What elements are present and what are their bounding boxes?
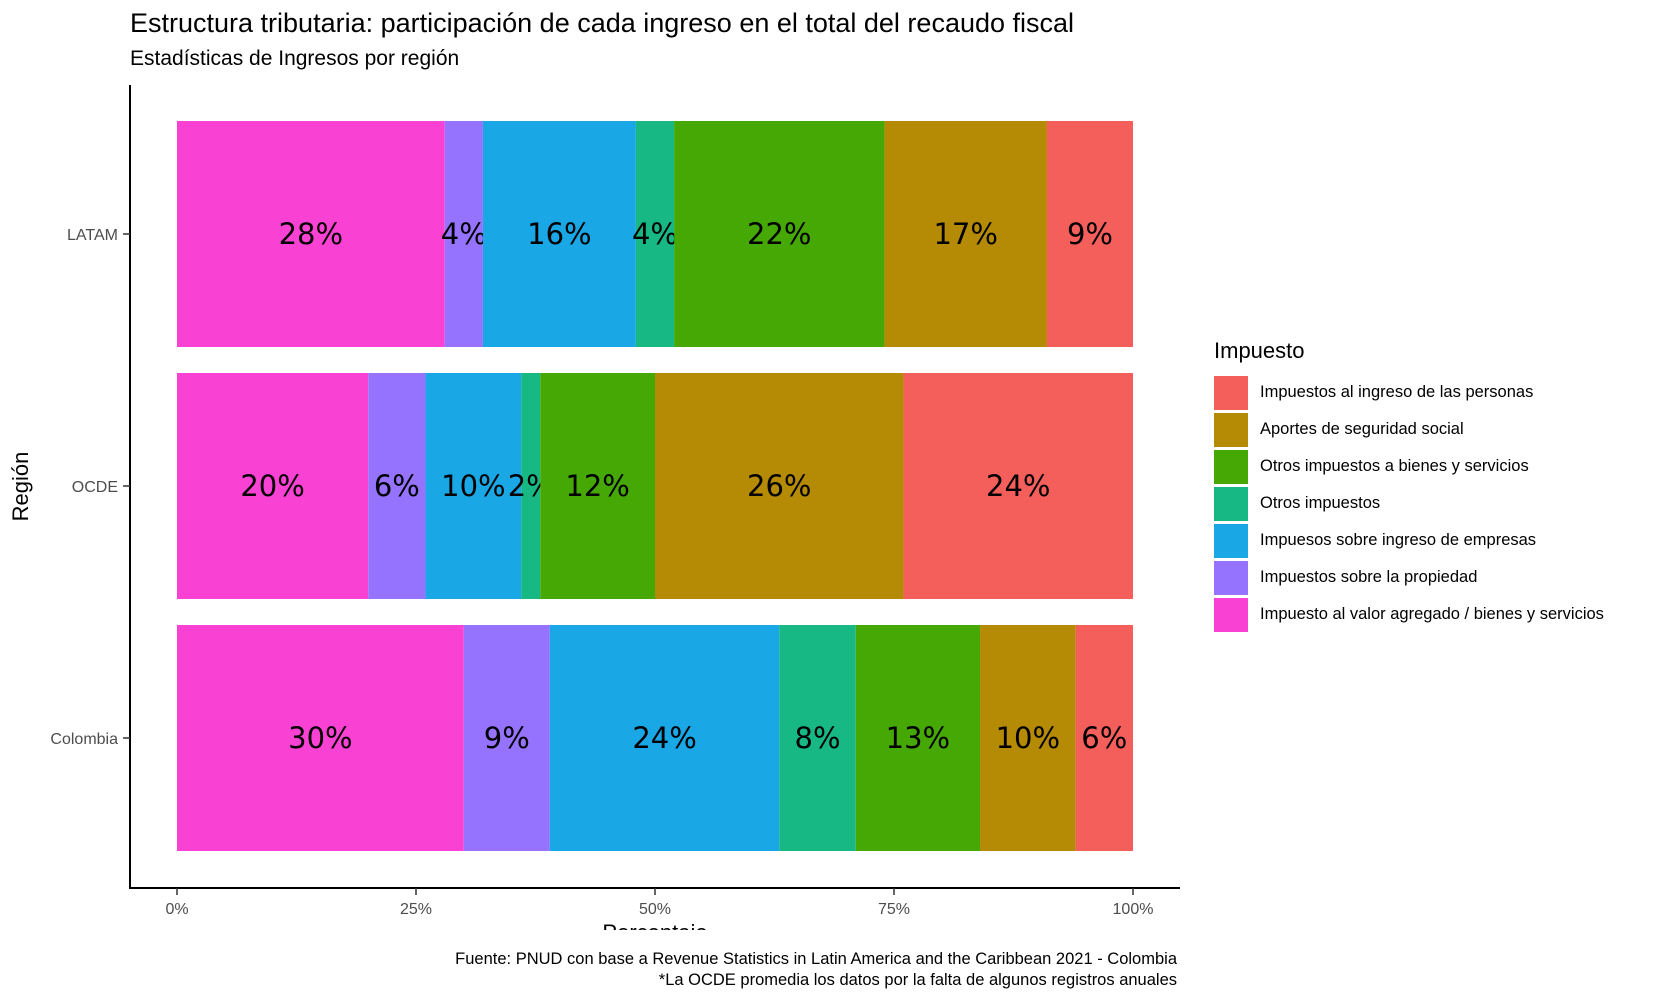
legend-item: Impuesto al valor agregado / bienes y se…	[1214, 596, 1604, 633]
legend-key	[1214, 449, 1248, 484]
bar-label-colombia-5: 10%	[996, 721, 1060, 755]
bar-label-ocde-1: 6%	[374, 469, 420, 503]
bar-colombia-5	[980, 625, 1076, 851]
legend-item: Impuestos al ingreso de las personas	[1214, 374, 1604, 411]
x-tick-label-1: 25%	[400, 901, 432, 918]
legend-label: Impuesos sobre ingreso de empresas	[1260, 531, 1537, 549]
y-tick-label-latam: LATAM	[67, 227, 118, 244]
legend-items: Impuestos al ingreso de las personas Apor…	[1214, 374, 1604, 633]
legend-label: Impuestos sobre la propiedad	[1260, 568, 1478, 586]
bar-latam-1	[444, 121, 483, 347]
caption: Fuente: PNUD con base a Revenue Statisti…	[455, 949, 1177, 991]
bar-label-latam-3: 4%	[632, 217, 678, 251]
bar-label-latam-1: 4%	[441, 217, 487, 251]
bar-latam-4	[674, 121, 885, 347]
legend-key	[1214, 560, 1248, 595]
x-tick-label-0: 0%	[165, 901, 188, 918]
bar-ocde-1	[368, 373, 426, 599]
bar-colombia-0	[177, 625, 464, 851]
bar-label-latam-0: 28%	[279, 217, 343, 251]
bar-ocde-2	[425, 373, 522, 599]
bar-latam-6	[1046, 121, 1133, 347]
bar-label-ocde-5: 26%	[747, 469, 811, 503]
bar-latam-0	[177, 121, 445, 347]
bar-ocde-3	[521, 373, 541, 599]
caption-source: Fuente: PNUD con base a Revenue Statisti…	[455, 950, 1177, 968]
y-tick-label-ocde: OCDE	[72, 479, 118, 496]
bar-label-colombia-6: 6%	[1081, 721, 1127, 755]
legend-label: Otros impuestos a bienes y servicios	[1260, 457, 1529, 475]
legend-item: Otros impuestos a bienes y servicios	[1214, 448, 1604, 485]
bar-latam-5	[884, 121, 1047, 347]
caption-note: *La OCDE promedia los datos por la falta…	[658, 971, 1177, 989]
bar-label-latam-6: 9%	[1067, 217, 1113, 251]
legend-item: Otros impuestos	[1214, 485, 1604, 522]
chart-subtitle: Estadísticas de Ingresos por región	[130, 47, 460, 70]
bar-label-colombia-3: 8%	[795, 721, 841, 755]
bar-label-latam-4: 22%	[747, 217, 811, 251]
stacked-bar-chart: 28% 4% 16% 4% 22% 17% 9%20% 6% 10% 2% 12% 26% 24%30%…	[8, 85, 1180, 930]
legend-key	[1214, 523, 1248, 558]
legend-item: Aportes de seguridad social	[1214, 411, 1604, 448]
y-axis-title: Región	[8, 452, 33, 522]
bar-label-colombia-1: 9%	[484, 721, 530, 755]
bar-ocde-4	[540, 373, 655, 599]
legend-key	[1214, 412, 1248, 447]
legend-key	[1214, 597, 1248, 632]
bar-ocde-5	[655, 373, 904, 599]
x-tick-label-2: 50%	[639, 901, 671, 918]
bar-latam-3	[635, 121, 675, 347]
bar-label-colombia-4: 13%	[886, 721, 950, 755]
legend: Impuesto Impuestos al ingreso de las per…	[1214, 338, 1604, 633]
bar-label-colombia-2: 24%	[632, 721, 696, 755]
chart-title: Estructura tributaria: participación de …	[130, 8, 1075, 38]
x-axis-title: Porcentaje	[602, 920, 707, 930]
bar-colombia-2	[549, 625, 780, 851]
bar-colombia-1	[463, 625, 550, 851]
bar-label-latam-5: 17%	[933, 217, 997, 251]
legend-label: Impuestos al ingreso de las personas	[1260, 383, 1534, 401]
bar-label-latam-2: 16%	[527, 217, 591, 251]
bar-latam-2	[482, 121, 636, 347]
legend-key	[1214, 486, 1248, 521]
x-tick-label-4: 100%	[1113, 901, 1154, 918]
bar-ocde-0	[177, 373, 369, 599]
legend-title: Impuesto	[1214, 338, 1305, 363]
legend-label: Aportes de seguridad social	[1260, 420, 1464, 438]
x-tick-label-3: 75%	[878, 901, 910, 918]
bar-label-ocde-6: 24%	[986, 469, 1050, 503]
y-tick-label-colombia: Colombia	[50, 731, 118, 748]
legend-label: Otros impuestos	[1260, 494, 1381, 512]
bar-colombia-4	[855, 625, 981, 851]
bar-label-ocde-4: 12%	[565, 469, 629, 503]
legend-item: Impuesos sobre ingreso de empresas	[1214, 522, 1604, 559]
bar-label-colombia-0: 30%	[288, 721, 352, 755]
legend-item: Impuestos sobre la propiedad	[1214, 559, 1604, 596]
bar-colombia-3	[779, 625, 856, 851]
bar-label-ocde-0: 20%	[240, 469, 304, 503]
legend-label: Impuesto al valor agregado / bienes y se…	[1260, 605, 1604, 623]
bar-label-ocde-2: 10%	[441, 469, 505, 503]
bar-colombia-6	[1075, 625, 1133, 851]
bar-ocde-6	[903, 373, 1133, 599]
legend-key	[1214, 375, 1248, 410]
